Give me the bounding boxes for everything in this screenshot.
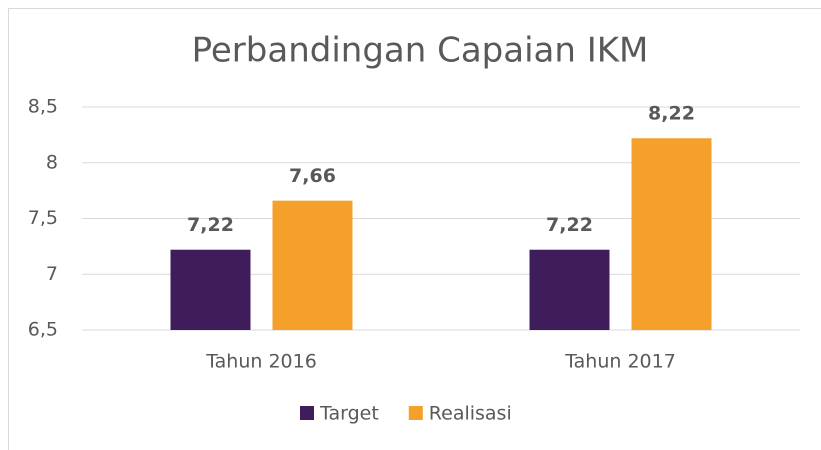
data-label: 7,22 xyxy=(187,214,234,236)
data-label: 7,66 xyxy=(289,165,336,187)
data-label: 7,22 xyxy=(546,214,593,236)
bar xyxy=(170,249,251,330)
legend-swatch xyxy=(408,406,423,420)
chart-title: Perbandingan Capaian IKM xyxy=(192,31,649,71)
y-tick-label: 8 xyxy=(46,151,58,173)
legend-swatch xyxy=(300,406,314,420)
legend-label: Realisasi xyxy=(429,403,512,425)
data-label: 8,22 xyxy=(648,103,695,125)
bar xyxy=(529,249,610,330)
bar xyxy=(631,138,712,330)
legend-label: Target xyxy=(319,403,379,425)
y-tick-label: 6,5 xyxy=(28,319,58,341)
bar xyxy=(272,200,353,330)
x-tick-label: Tahun 2016 xyxy=(205,351,317,373)
y-tick-label: 7 xyxy=(46,263,58,285)
y-tick-label: 7,5 xyxy=(28,207,58,229)
x-tick-label: Tahun 2017 xyxy=(564,351,676,373)
y-tick-label: 8,5 xyxy=(28,96,58,118)
